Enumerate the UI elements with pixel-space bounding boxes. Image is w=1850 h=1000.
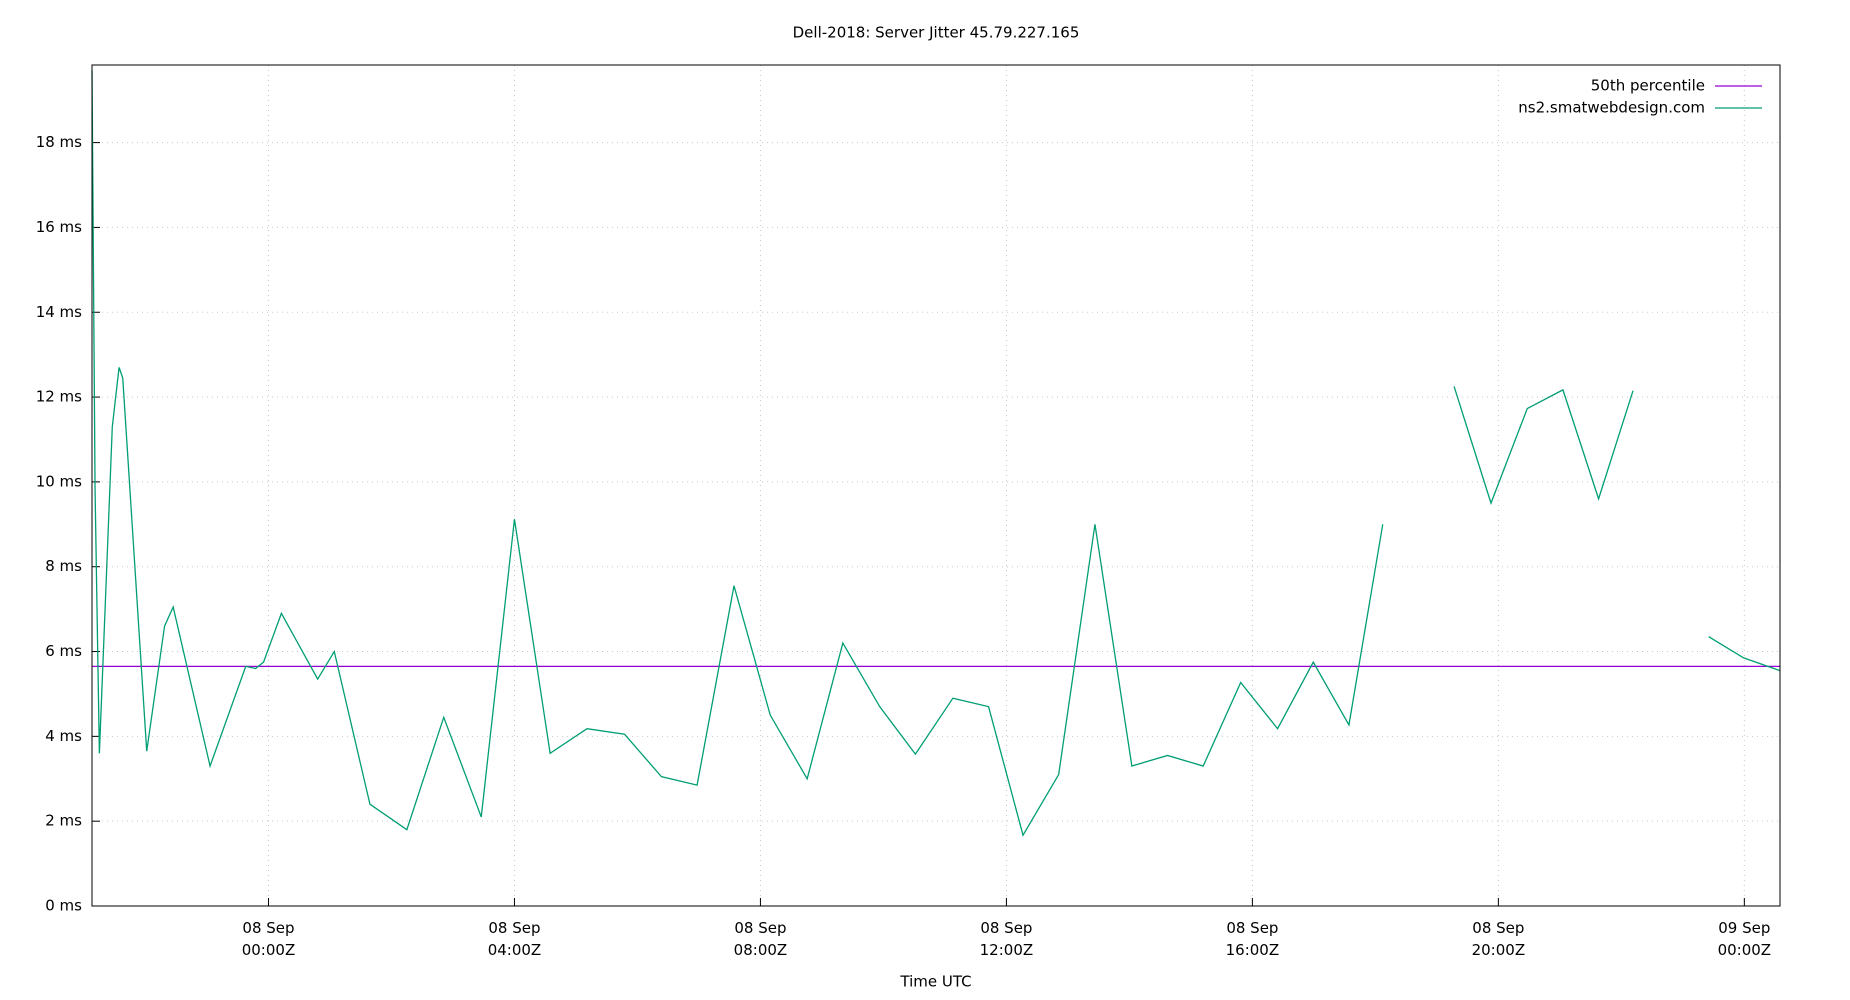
y-tick-label: 0 ms [45, 897, 82, 915]
chart-title: Dell-2018: Server Jitter 45.79.227.165 [793, 24, 1080, 42]
x-tick-label: 08 Sep 16:00Z [1226, 919, 1280, 959]
x-tick-label: 08 Sep 04:00Z [488, 919, 542, 959]
x-axis-label: Time UTC [899, 973, 971, 991]
y-tick-label: 10 ms [36, 472, 82, 490]
series-line [91, 70, 1781, 837]
y-tick-label: 18 ms [36, 133, 82, 151]
y-tick-label: 8 ms [45, 557, 82, 575]
plot-frame [91, 64, 1781, 907]
x-tick-label: 08 Sep 00:00Z [242, 919, 296, 959]
y-tick-label: 14 ms [36, 303, 82, 321]
y-tick-label: 12 ms [36, 388, 82, 406]
y-tick-label: 2 ms [45, 812, 82, 830]
y-tick-label: 6 ms [45, 642, 82, 660]
y-tick-label: 4 ms [45, 727, 82, 745]
x-tick-label: 08 Sep 08:00Z [734, 919, 788, 959]
y-tick-label: 16 ms [36, 218, 82, 236]
legend-label: ns2.smatwebdesign.com [1518, 99, 1705, 117]
legend-label: 50th percentile [1591, 77, 1705, 95]
x-tick-label: 08 Sep 20:00Z [1472, 919, 1526, 959]
x-tick-label: 08 Sep 12:00Z [980, 919, 1034, 959]
x-tick-label: 09 Sep 00:00Z [1718, 919, 1772, 959]
